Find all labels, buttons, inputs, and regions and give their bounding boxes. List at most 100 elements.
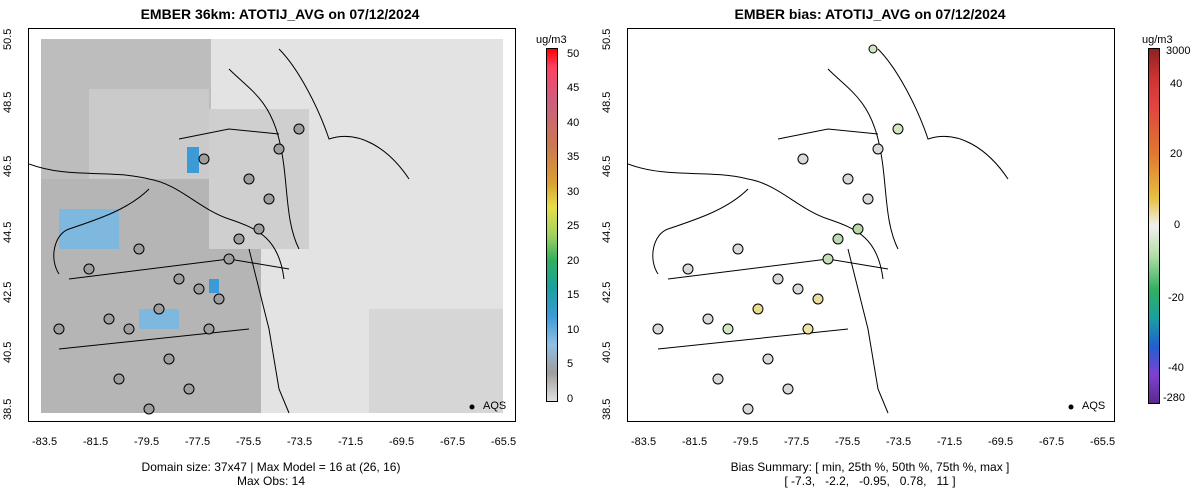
bias-marker: [732, 243, 744, 255]
x-tick-label: -69.5: [988, 436, 1014, 448]
y-tick-label: 48.5: [2, 91, 14, 113]
bias-marker: [812, 293, 824, 305]
hotspot-quebec: [187, 147, 199, 173]
obs-marker: [263, 193, 275, 205]
y-tick-label: 44.5: [2, 221, 14, 243]
left-colorbar-unit: ug/m3: [536, 34, 567, 46]
x-tick-label: -69.5: [389, 436, 415, 448]
right-map-plot: AQS: [627, 28, 1115, 422]
y-tick-label: 42.5: [2, 281, 14, 303]
boundaries: [29, 48, 410, 414]
right-caption-line2: [ -7.3, -2.2, -0.95, 0.78, 11 ]: [784, 474, 956, 488]
obs-marker: [103, 313, 115, 325]
hotspot-nyc: [209, 279, 219, 293]
right-map-panel: EMBER bias: ATOTIJ_AVG on 07/12/2024: [600, 0, 1200, 502]
colorbar-label: 45: [567, 82, 580, 94]
colorbar-label: 40: [567, 117, 580, 129]
bias-markers: [652, 44, 904, 415]
left-legend-aqs: AQS: [483, 400, 507, 412]
colorbar-label: 3000: [1166, 45, 1191, 57]
y-tick-label: 48.5: [601, 91, 613, 113]
bias-marker: [772, 273, 784, 285]
bias-marker: [682, 263, 694, 275]
x-tick-label: -77.5: [185, 436, 211, 448]
x-tick-label: -81.5: [83, 436, 109, 448]
x-tick-label: -79.5: [134, 436, 160, 448]
hotspot-pennsylvania: [139, 309, 179, 329]
bias-marker: [752, 303, 764, 315]
colorbar-label: 15: [567, 289, 580, 301]
bias-marker: [722, 323, 734, 335]
obs-marker: [83, 263, 95, 275]
colorbar-label: 25: [567, 220, 580, 232]
model-region-ocean-south: [369, 309, 503, 413]
left-caption-line2: Max Obs: 14: [236, 474, 306, 488]
colorbar-label: 20: [567, 255, 580, 267]
colorbar-label: -20: [1168, 292, 1184, 304]
left-caption-line1: Domain size: 37x47 | Max Model = 16 at (…: [141, 460, 401, 474]
obs-marker: [153, 303, 165, 315]
x-tick-label: -67.5: [1039, 436, 1065, 448]
x-tick-label: -65.5: [1090, 436, 1116, 448]
left-map-plot: AQS: [28, 28, 516, 422]
obs-marker: [223, 253, 235, 265]
obs-marker: [173, 273, 185, 285]
right-map-title: EMBER bias: ATOTIJ_AVG on 07/12/2024: [734, 6, 1006, 22]
obs-marker: [198, 153, 210, 165]
bias-marker: [652, 323, 664, 335]
right-legend-aqs: AQS: [1082, 400, 1106, 412]
x-tick-label: -81.5: [682, 436, 708, 448]
obs-marker: [273, 143, 285, 155]
aqs-legend-dot: [469, 404, 475, 410]
right-colorbar-unit: ug/m3: [1142, 34, 1173, 46]
x-tick-label: -65.5: [491, 436, 517, 448]
bias-marker: [862, 193, 874, 205]
obs-marker: [143, 403, 155, 415]
aqs-legend-dot: [1068, 404, 1074, 410]
left-map-panel: EMBER 36km: ATOTIJ_AVG on 07/12/2024: [2, 6, 580, 488]
colorbar-label: 50: [567, 48, 580, 60]
colorbar-label: 0: [1174, 219, 1181, 231]
colorbar-label: 20: [1170, 148, 1183, 160]
obs-marker: [193, 283, 205, 295]
bias-marker: [892, 123, 904, 135]
x-tick-label: -83.5: [32, 436, 58, 448]
y-tick-label: 46.5: [2, 155, 14, 177]
bias-marker: [852, 223, 864, 235]
right-caption-line1: Bias Summary: [ min, 25th %, 50th %, 75t…: [730, 460, 1010, 474]
y-tick-label: 42.5: [601, 281, 613, 303]
bias-marker: [782, 383, 794, 395]
obs-marker: [133, 243, 145, 255]
right-map-svg: [628, 44, 1074, 415]
y-tick-label: 44.5: [601, 221, 613, 243]
obs-marker: [253, 223, 265, 235]
obs-marker: [163, 353, 175, 365]
colorbar-label: -280: [1163, 392, 1186, 404]
obs-marker: [53, 323, 65, 335]
colorbar-label: 10: [567, 324, 580, 336]
y-tick-label: 46.5: [601, 155, 613, 177]
y-tick-label: 38.5: [601, 398, 613, 420]
right-colorbar: [1148, 48, 1160, 404]
obs-marker: [243, 173, 255, 185]
colorbar-label: -40: [1168, 362, 1184, 374]
y-tick-label: 38.5: [2, 398, 14, 420]
bias-marker: [872, 143, 884, 155]
bias-marker: [797, 153, 809, 165]
colorbar-label: 35: [567, 151, 580, 163]
obs-marker: [203, 323, 215, 335]
colorbar-label: 5: [567, 358, 574, 370]
bias-marker: [792, 283, 804, 295]
bias-marker: [868, 44, 878, 54]
bias-marker: [832, 233, 844, 245]
bias-marker: [762, 353, 774, 365]
bias-marker: [702, 313, 714, 325]
bias-marker: [822, 253, 834, 265]
x-tick-label: -71.5: [338, 436, 364, 448]
y-tick-label: 40.5: [2, 341, 14, 363]
left-map-title: EMBER 36km: ATOTIJ_AVG on 07/12/2024: [140, 6, 420, 22]
x-tick-label: -73.5: [886, 436, 912, 448]
x-tick-label: -83.5: [631, 436, 657, 448]
x-tick-label: -75.5: [835, 436, 861, 448]
bias-marker: [742, 403, 754, 415]
